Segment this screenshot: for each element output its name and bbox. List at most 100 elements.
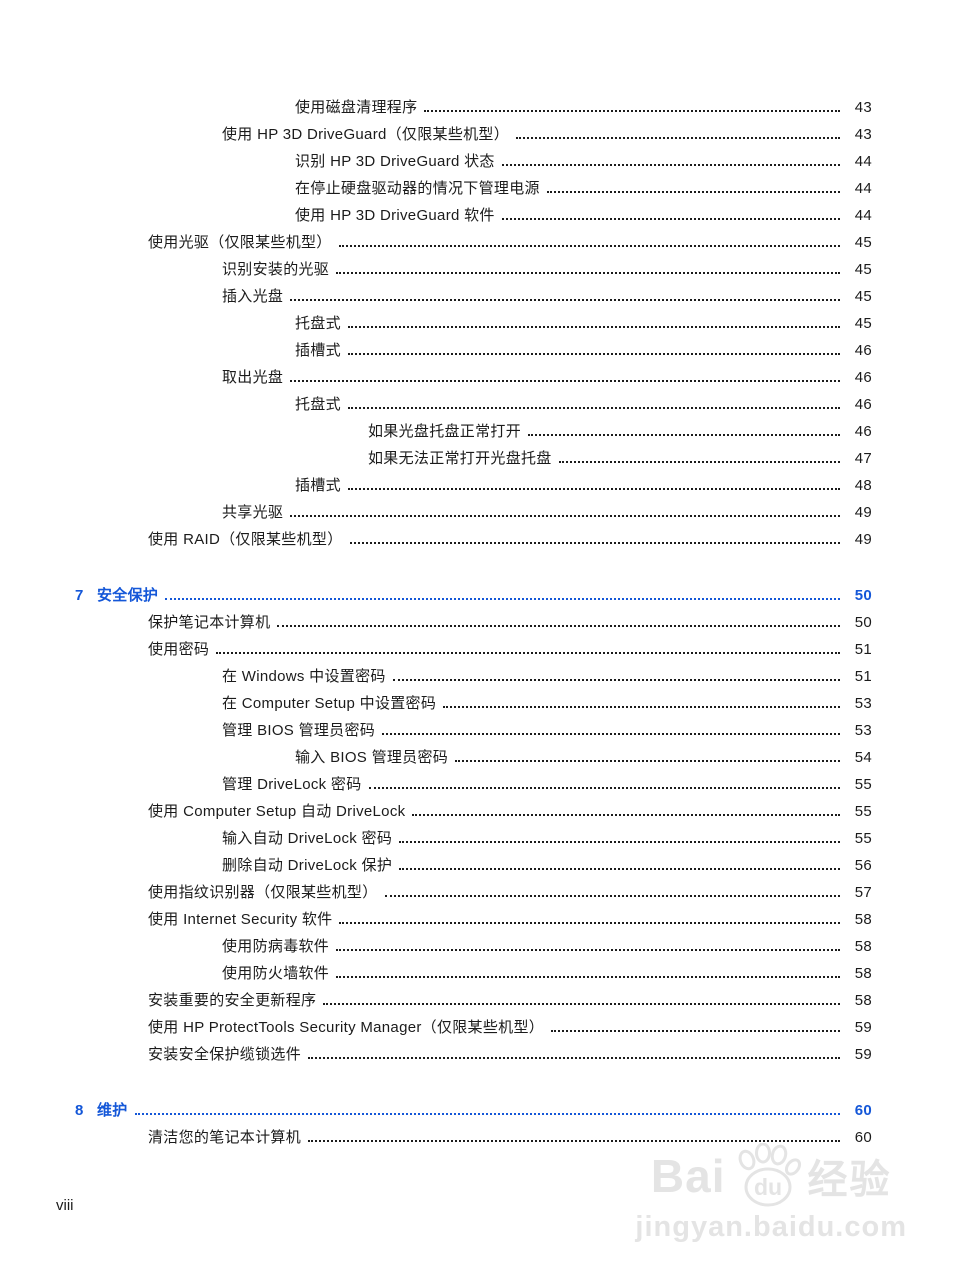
chapter-title: 安全保护 [97,587,159,604]
chapter-title: 维护 [97,1102,128,1119]
toc-entry-label: 输入自动 DriveLock 密码 [222,830,393,847]
toc-entry-row: 输入 BIOS 管理员密码 54 [75,744,872,771]
toc-entry-row: 使用指纹识别器（仅限某些机型） 57 [75,879,872,906]
toc-chapter-row: 7 安全保护 50 [75,582,872,609]
toc-entry-row: 清洁您的笔记本计算机 60 [75,1124,872,1151]
toc-entry-row: 如果光盘托盘正常打开 46 [75,418,872,445]
toc-entry-label: 使用 RAID（仅限某些机型） [148,531,343,548]
toc-entry-label: 如果无法正常打开光盘托盘 [368,450,552,467]
toc-page-number: 45 [854,261,872,278]
toc-page-number: 60 [854,1129,872,1146]
dotted-leader [516,137,840,139]
toc-chapter-row: 8 维护 60 [75,1097,872,1124]
toc-page-number: 58 [854,965,872,982]
dotted-leader [308,1140,840,1142]
toc-entry-label: 插槽式 [295,477,341,494]
toc-entry-row: 在 Windows 中设置密码 51 [75,663,872,690]
toc-entry-label: 插入光盘 [222,288,284,305]
toc-entry-label: 插槽式 [295,342,341,359]
toc-entry-label: 识别 HP 3D DriveGuard 状态 [295,153,495,170]
toc-page-number: 46 [854,342,872,359]
toc-entry-row: 管理 BIOS 管理员密码 53 [75,717,872,744]
toc-entry-row: 使用 HP 3D DriveGuard 软件 44 [75,202,872,229]
dotted-leader [336,976,840,978]
table-of-contents: 使用磁盘清理程序 43 使用 HP 3D DriveGuard（仅限某些机型） 43 识… [75,94,872,1151]
dotted-leader [443,706,840,708]
dotted-leader [216,652,840,654]
toc-entry-label: 识别安装的光驱 [222,261,330,278]
toc-entry-row: 在停止硬盘驱动器的情况下管理电源 44 [75,175,872,202]
toc-entry-row: 如果无法正常打开光盘托盘 47 [75,445,872,472]
toc-entry-label: 托盘式 [295,396,341,413]
dotted-leader [277,625,840,627]
dotted-leader [412,814,840,816]
toc-entry-row: 使用磁盘清理程序 43 [75,94,872,121]
toc-page-number: 49 [854,531,872,548]
toc-page-number: 60 [854,1102,872,1119]
dotted-leader [347,353,840,355]
toc-page-number: 50 [854,614,872,631]
baidu-paw-icon: du [738,1143,801,1207]
dotted-leader [290,515,840,517]
dotted-leader [165,598,840,600]
dotted-leader [347,407,840,409]
toc-page-number: 48 [854,477,872,494]
toc-entry-label: 在 Computer Setup 中设置密码 [222,695,437,712]
dotted-leader [528,434,840,436]
watermark-jingyan-text: 经验 [807,1158,892,1202]
baidu-jingyan-watermark: Bai du 经验 jingyan.baidu.com [635,1143,907,1244]
toc-entry-label: 输入 BIOS 管理员密码 [295,749,449,766]
toc-entry-label: 如果光盘托盘正常打开 [368,423,522,440]
toc-entry-label: 使用指纹识别器（仅限某些机型） [148,884,378,901]
toc-entry-label: 在 Windows 中设置密码 [222,668,386,685]
toc-entry-row: 使用防火墙软件 58 [75,960,872,987]
toc-entry-label: 使用 Internet Security 软件 [148,911,333,928]
dotted-leader [290,380,840,382]
toc-page-number: 55 [854,830,872,847]
toc-entry-row: 删除自动 DriveLock 保护 56 [75,852,872,879]
toc-entry-row: 管理 DriveLock 密码 55 [75,771,872,798]
toc-page-number: 53 [854,695,872,712]
dotted-leader [551,1030,840,1032]
toc-entry-label: 安装安全保护缆锁选件 [148,1046,302,1063]
toc-page-number: 45 [854,234,872,251]
toc-entry-row: 在 Computer Setup 中设置密码 53 [75,690,872,717]
toc-entry-row: 使用防病毒软件 58 [75,933,872,960]
toc-entry-label: 使用防病毒软件 [222,938,330,955]
toc-entry-label: 使用 HP 3D DriveGuard（仅限某些机型） [222,126,510,143]
watermark-url-text: jingyan.baidu.com [635,1211,907,1243]
toc-entry-row: 识别 HP 3D DriveGuard 状态 44 [75,148,872,175]
dotted-leader [382,733,840,735]
toc-entry-label: 共享光驱 [222,504,284,521]
toc-entry-row: 共享光驱 49 [75,499,872,526]
toc-page-number: 59 [854,1019,872,1036]
toc-page-number: 46 [854,396,872,413]
toc-page-number: 43 [854,99,872,116]
baidu-logo-text-bai: Bai [650,1150,726,1202]
toc-page-number: 46 [854,423,872,440]
toc-page-number: 54 [854,749,872,766]
toc-entry-label: 取出光盘 [222,369,284,386]
toc-page-number: 47 [854,450,872,467]
watermark-logo-row: Bai du 经验 [635,1143,907,1209]
toc-entry-row: 识别安装的光驱 45 [75,256,872,283]
toc-entry-row: 使用密码 51 [75,636,872,663]
toc-page-number: 55 [854,776,872,793]
dotted-leader [424,110,840,112]
toc-entry-label: 保护笔记本计算机 [148,614,271,631]
toc-page-number: 56 [854,857,872,874]
dotted-leader [455,760,840,762]
toc-page-number: 50 [854,587,872,604]
toc-page-number: 59 [854,1046,872,1063]
dotted-leader [501,164,840,166]
toc-entry-row: 插槽式 48 [75,472,872,499]
toc-entry-row: 使用 HP ProtectTools Security Manager（仅限某些… [75,1014,872,1041]
toc-entry-row: 输入自动 DriveLock 密码 55 [75,825,872,852]
toc-entry-label: 管理 DriveLock 密码 [222,776,362,793]
toc-entry-row: 使用光驱（仅限某些机型） 45 [75,229,872,256]
dotted-leader [339,922,840,924]
dotted-leader [384,895,840,897]
dotted-leader [347,488,840,490]
toc-page-number: 51 [854,641,872,658]
